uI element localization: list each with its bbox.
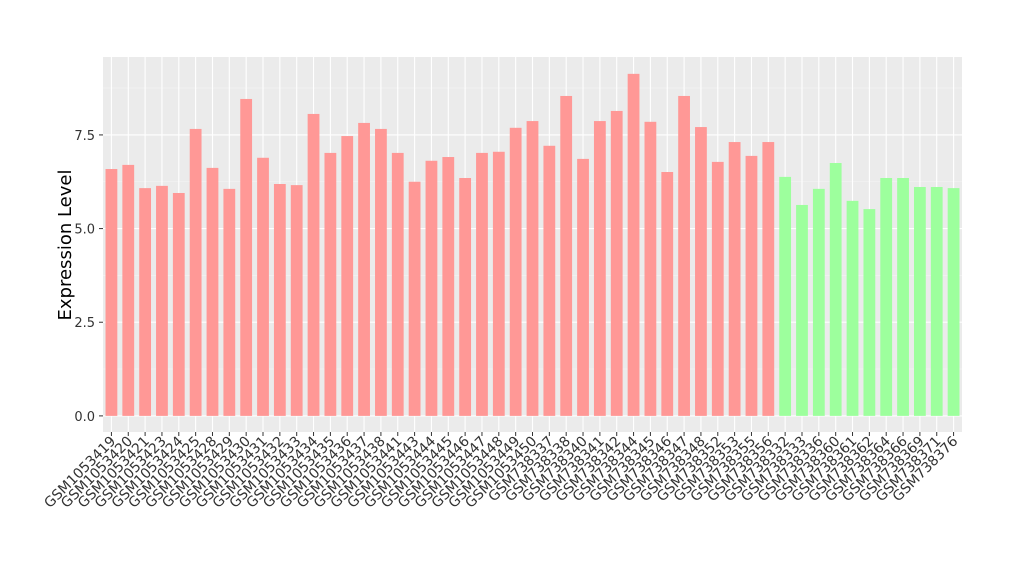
y-tick-label: 0.0 — [74, 410, 95, 425]
bar — [829, 163, 842, 416]
bar — [290, 185, 303, 416]
y-tick-label: 2.5 — [74, 316, 95, 331]
bar — [105, 169, 118, 416]
bar — [476, 152, 488, 416]
bar — [172, 192, 185, 416]
bar — [779, 176, 792, 416]
bar — [880, 178, 893, 416]
y-tick-label: 7.5 — [74, 129, 95, 144]
bar — [593, 121, 606, 416]
bar — [206, 167, 219, 416]
bar — [644, 121, 657, 416]
bar — [627, 73, 640, 416]
bar — [560, 95, 573, 416]
bar — [762, 142, 775, 416]
y-tick-label: 5.0 — [74, 223, 95, 238]
bar — [122, 164, 135, 416]
bar — [509, 127, 522, 416]
bar — [391, 152, 404, 416]
bar — [897, 178, 909, 416]
bar — [459, 178, 472, 416]
bar — [442, 157, 455, 416]
bar — [156, 185, 168, 416]
bar — [661, 172, 674, 416]
bar — [695, 127, 707, 416]
bar — [930, 186, 943, 416]
bar — [863, 209, 876, 416]
bar — [577, 158, 589, 416]
bar — [745, 155, 758, 416]
bar — [223, 188, 236, 416]
bar — [947, 188, 960, 416]
bar — [913, 186, 926, 416]
bar — [240, 98, 253, 416]
bar — [610, 110, 623, 416]
bar — [358, 122, 370, 416]
bar — [307, 113, 320, 416]
bar — [425, 160, 438, 416]
bar — [341, 136, 354, 416]
bar — [189, 128, 202, 416]
bar — [796, 204, 808, 416]
bar — [543, 145, 556, 416]
bar — [678, 95, 690, 416]
y-axis-title: Expression Level — [55, 170, 76, 321]
bar — [812, 188, 825, 416]
bar — [324, 152, 337, 416]
bar — [526, 121, 539, 416]
bar — [846, 200, 859, 416]
bar — [375, 128, 387, 416]
bar — [408, 181, 421, 416]
bar — [273, 183, 286, 416]
bar — [139, 188, 152, 416]
bar — [711, 161, 724, 416]
bar — [492, 151, 505, 416]
bar — [728, 142, 741, 416]
bar — [257, 157, 269, 416]
